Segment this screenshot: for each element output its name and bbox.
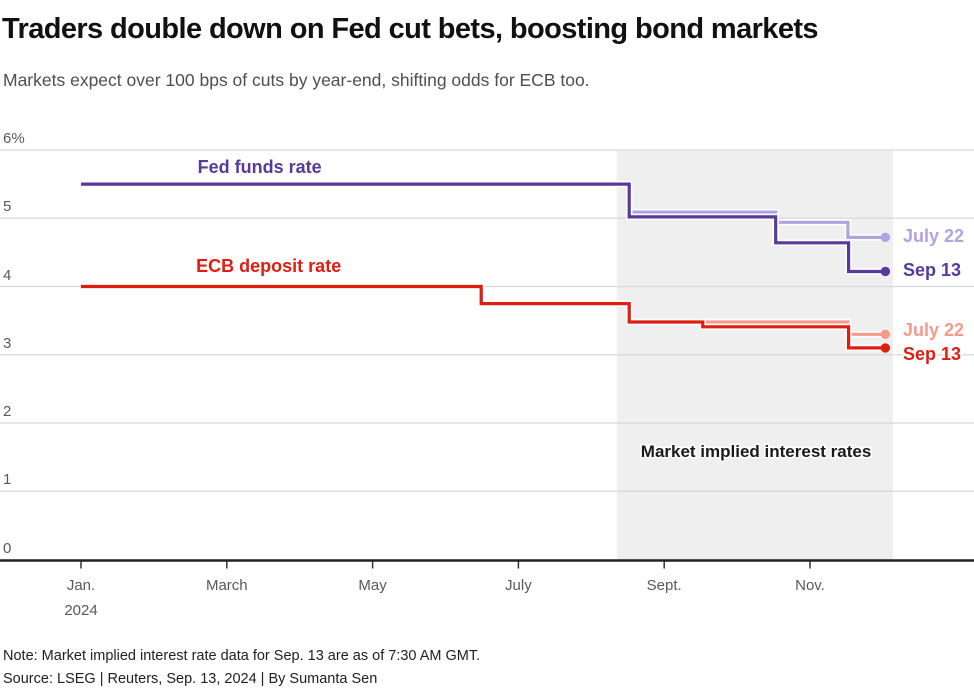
- fed-sep13-line: [81, 182, 885, 274]
- fed-sep13-end-label: Sep 13: [903, 260, 962, 281]
- y-tick-label-2: 2: [3, 403, 12, 420]
- fed-july22-end-dot: [880, 232, 891, 243]
- x-tick-sublabel-2024: 2024: [64, 602, 98, 619]
- shade-label: Market implied interest rates: [640, 442, 872, 462]
- x-tick-label-March: March: [205, 577, 248, 594]
- page-title: Traders double down on Fed cut bets, boo…: [2, 13, 819, 45]
- fed-july22-end-label: July 22: [903, 226, 965, 247]
- ecb-july22-end-label: July 22: [903, 319, 965, 340]
- x-tick-label-Sept: Sept.: [646, 577, 682, 594]
- x-tick-label-Nov: Nov.: [795, 577, 825, 594]
- page-subtitle: Markets expect over 100 bps of cuts by y…: [3, 70, 590, 90]
- y-tick-label-5: 5: [3, 198, 12, 216]
- chart-note: Note: Market implied interest rate data …: [3, 648, 481, 664]
- y-tick-label-1: 1: [3, 471, 12, 489]
- chart-source: Source: LSEG | Reuters, Sep. 13, 2024 | …: [3, 671, 378, 687]
- fed-line-label: Fed funds rate: [197, 156, 322, 177]
- ecb-line-label: ECB deposit rate: [196, 255, 342, 276]
- y-tick-label-0: 0: [3, 539, 12, 557]
- y-tick-label-4: 4: [3, 266, 12, 284]
- x-tick-label-May: May: [358, 577, 387, 594]
- x-tick-label-Jan: Jan.: [66, 577, 96, 594]
- ecb-sep13-line: [81, 284, 885, 350]
- x-tick-label-July: July: [505, 577, 532, 594]
- ecb-sep13-end-label: Sep 13: [903, 343, 962, 364]
- fed-sep13-end-dot: [880, 266, 891, 277]
- y-tick-label-6: 6%: [3, 130, 25, 147]
- ecb-july22-end-dot: [880, 329, 891, 339]
- y-tick-label-3: 3: [3, 334, 12, 352]
- ecb-sep13-end-dot: [880, 343, 891, 353]
